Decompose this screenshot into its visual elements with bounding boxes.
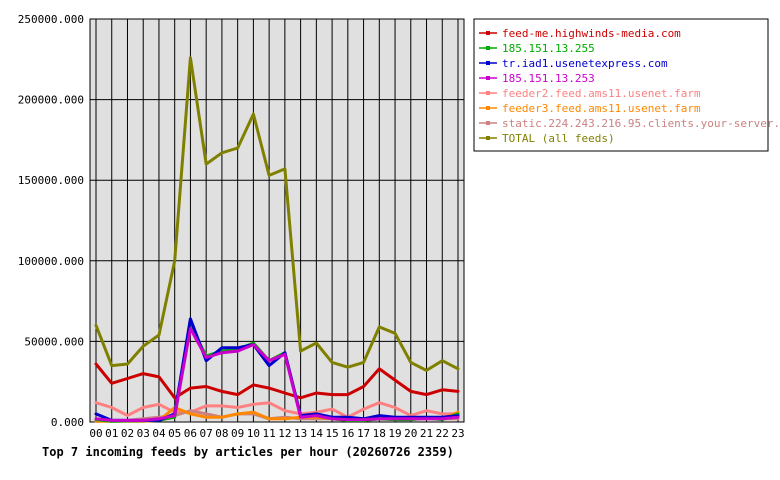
- x-tick-label: 19: [388, 427, 401, 440]
- chart-title: Top 7 incoming feeds by articles per hou…: [42, 445, 454, 459]
- legend-marker: [486, 61, 490, 65]
- x-tick-label: 05: [168, 427, 181, 440]
- y-tick-label: 50000.000: [24, 335, 84, 348]
- x-tick-label: 20: [404, 427, 417, 440]
- x-tick-label: 22: [436, 427, 449, 440]
- x-tick-label: 11: [263, 427, 276, 440]
- plot-area: [89, 18, 465, 423]
- legend: feed-me.highwinds-media.com 185.151.13.25…: [473, 18, 780, 152]
- legend-label: 185.151.13.255: [502, 42, 595, 55]
- legend-box: [473, 18, 769, 152]
- y-tick-label: 200000.000: [18, 94, 84, 107]
- legend-label: feeder3.feed.ams11.usenet.farm: [502, 102, 701, 115]
- x-tick-label: 16: [341, 427, 354, 440]
- legend-label: feed-me.highwinds-media.com: [502, 27, 681, 40]
- y-tick-label: 150000.000: [18, 174, 84, 187]
- series-line: [94, 401, 460, 419]
- legend-label: tr.iad1.usenetexpress.com: [502, 57, 668, 70]
- legend-marker: [486, 31, 490, 35]
- x-tick-label: 01: [105, 427, 118, 440]
- y-tick-label: 0.000: [51, 416, 84, 429]
- x-axis-tick-labels: 00 01 02 03 04 05 06 07 08 09 10 11 12 13 14 15 16 17 18 19…: [89, 427, 464, 440]
- x-tick-label: 04: [152, 427, 166, 440]
- x-tick-label: 13: [294, 427, 307, 440]
- x-tick-label: 03: [137, 427, 150, 440]
- series-line: [94, 362, 460, 400]
- series-lines: [94, 56, 460, 423]
- legend-marker: [486, 136, 490, 140]
- x-tick-label: 17: [357, 427, 370, 440]
- x-tick-label: 15: [325, 427, 338, 440]
- x-tick-label: 10: [247, 427, 260, 440]
- x-tick-label: 09: [231, 427, 244, 440]
- x-tick-label: 00: [89, 427, 102, 440]
- x-tick-label: 02: [121, 427, 134, 440]
- legend-label: 185.151.13.253: [502, 72, 595, 85]
- x-tick-label: 12: [278, 427, 291, 440]
- legend-label: static.224.243.216.95.clients.your-serve…: [502, 117, 780, 130]
- legend-marker: [486, 106, 490, 110]
- legend-marker: [486, 76, 490, 80]
- series-line: [94, 56, 460, 372]
- series-line: [94, 327, 460, 422]
- x-tick-label: 23: [451, 427, 464, 440]
- y-axis-tick-labels: 0.000 50000.000 100000.000 150000.000 200000…: [18, 13, 84, 429]
- x-tick-label: 07: [200, 427, 213, 440]
- x-tick-label: 14: [310, 427, 324, 440]
- legend-marker: [486, 121, 490, 125]
- legend-marker: [486, 46, 490, 50]
- y-tick-label: 100000.000: [18, 255, 84, 268]
- grid: [90, 18, 464, 423]
- legend-marker: [486, 91, 490, 95]
- x-tick-label: 21: [420, 427, 433, 440]
- x-tick-label: 08: [215, 427, 228, 440]
- x-tick-label: 18: [373, 427, 386, 440]
- legend-label: TOTAL (all feeds): [502, 132, 615, 145]
- legend-label: feeder2.feed.ams11.usenet.farm: [502, 87, 701, 100]
- x-tick-label: 06: [184, 427, 197, 440]
- y-tick-label: 250000.000: [18, 13, 84, 26]
